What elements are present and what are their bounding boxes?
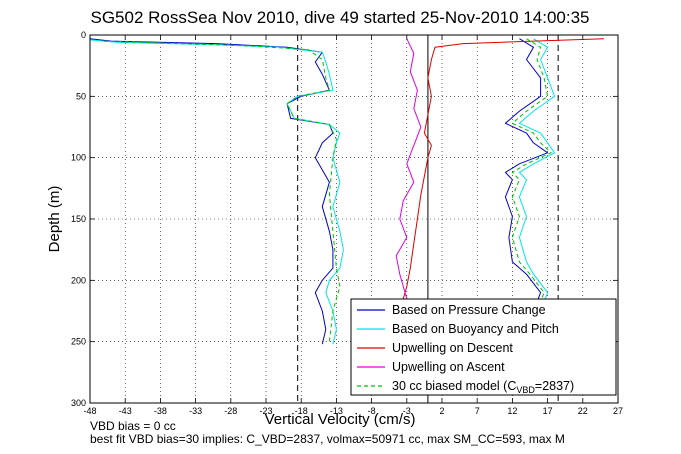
- y-tick-label: 150: [71, 214, 86, 224]
- series-line-2: [518, 38, 556, 312]
- y-axis-ticks: 0 50 100 150 200 250 300: [71, 30, 618, 408]
- series-line-1: [89, 38, 334, 345]
- y-tick-label: 0: [81, 30, 86, 40]
- series-line-3: [399, 38, 604, 312]
- x-tick-label: -48: [83, 406, 96, 416]
- legend: Based on Pressure Change Based on Buoyanc…: [350, 298, 617, 396]
- x-tick-label: -23: [259, 406, 272, 416]
- x-tick-label: -33: [189, 406, 202, 416]
- x-tick-label: -13: [330, 406, 343, 416]
- footer-best-fit: best fit VBD bias=30 implies: C_VBD=2837…: [90, 432, 565, 446]
- x-tick-label: -8: [368, 406, 376, 416]
- x-tick-label: -43: [119, 406, 132, 416]
- footer-vbd-bias: VBD bias = 0 cc: [90, 419, 176, 433]
- y-tick-label: 200: [71, 275, 86, 285]
- x-tick-label: 17: [543, 406, 553, 416]
- legend-label: Upwelling on Ascent: [392, 360, 505, 374]
- legend-label: Upwelling on Descent: [392, 341, 513, 355]
- legend-label: Based on Buoyancy and Pitch: [392, 322, 559, 336]
- x-axis-ticks: -48 -43 -38 -33 -28 -23 -18 -13 -8 -3 2 7 12 17 22 27: [83, 35, 623, 416]
- x-tick-label: -18: [295, 406, 308, 416]
- legend-label: Based on Pressure Change: [392, 303, 546, 317]
- legend-box: [350, 298, 617, 396]
- series-line-5: [511, 38, 552, 312]
- x-axis-label: Vertical Velocity (cm/s): [265, 411, 416, 428]
- series-line-5: [104, 40, 341, 342]
- legend-label: 30 cc biased model (CVBD=2837): [392, 379, 574, 395]
- y-tick-label: 300: [71, 398, 86, 408]
- x-tick-label: 12: [507, 406, 517, 416]
- x-tick-label: -38: [154, 406, 167, 416]
- x-tick-label: 27: [613, 406, 623, 416]
- series-lines: [89, 38, 604, 345]
- x-tick-label: 22: [578, 406, 588, 416]
- x-tick-label: -3: [403, 406, 411, 416]
- y-tick-label: 100: [71, 153, 86, 163]
- series-line-4: [395, 38, 422, 312]
- series-line-2: [89, 39, 344, 345]
- y-tick-label: 250: [71, 337, 86, 347]
- y-tick-label: 50: [76, 91, 86, 101]
- x-tick-label: -28: [224, 406, 237, 416]
- chart-title: SG502 RossSea Nov 2010, dive 49 started …: [91, 8, 590, 27]
- series-line-1: [504, 38, 549, 312]
- x-tick-label: 7: [475, 406, 480, 416]
- x-tick-label: 2: [439, 406, 444, 416]
- y-axis-label: Depth (m): [46, 186, 63, 253]
